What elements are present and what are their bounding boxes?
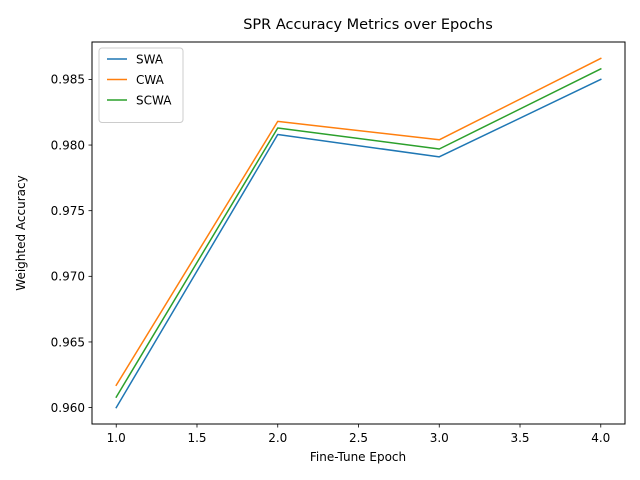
x-tick-label: 3.5 xyxy=(510,431,529,445)
series-line-scwa xyxy=(115,67,602,399)
y-tick-label: 0.980 xyxy=(51,138,85,152)
y-tick-label: 0.985 xyxy=(51,73,85,87)
y-tick-label: 0.970 xyxy=(51,270,85,284)
x-axis-label: Fine-Tune Epoch xyxy=(310,450,406,464)
series-line-swa xyxy=(115,78,602,409)
y-axis-label: Weighted Accuracy xyxy=(14,175,28,290)
x-tick-label: 2.0 xyxy=(268,431,287,445)
series-line-cwa xyxy=(115,57,602,387)
x-tick-label: 2.5 xyxy=(349,431,368,445)
x-tick-label: 1.5 xyxy=(187,431,206,445)
series-lines xyxy=(115,57,602,409)
legend-label-cwa: CWA xyxy=(136,73,165,87)
chart-title: SPR Accuracy Metrics over Epochs xyxy=(243,17,493,33)
y-tick-label: 0.975 xyxy=(51,204,85,218)
x-tick-label: 4.0 xyxy=(591,431,610,445)
y-tick-label: 0.965 xyxy=(51,335,85,349)
x-tick-label: 1.0 xyxy=(107,431,126,445)
y-tick-label: 0.960 xyxy=(51,401,85,415)
legend-label-scwa: SCWA xyxy=(136,93,172,107)
x-tick-label: 3.0 xyxy=(430,431,449,445)
y-axis-ticks: 0.960 0.965 0.970 0.975 0.980 0.985 xyxy=(51,73,92,415)
legend: SWA CWA SCWA xyxy=(98,47,184,123)
legend-box xyxy=(98,47,184,123)
x-axis-ticks: 1.0 1.5 2.0 2.5 3.0 3.5 4.0 xyxy=(107,424,610,445)
legend-label-swa: SWA xyxy=(136,52,164,66)
